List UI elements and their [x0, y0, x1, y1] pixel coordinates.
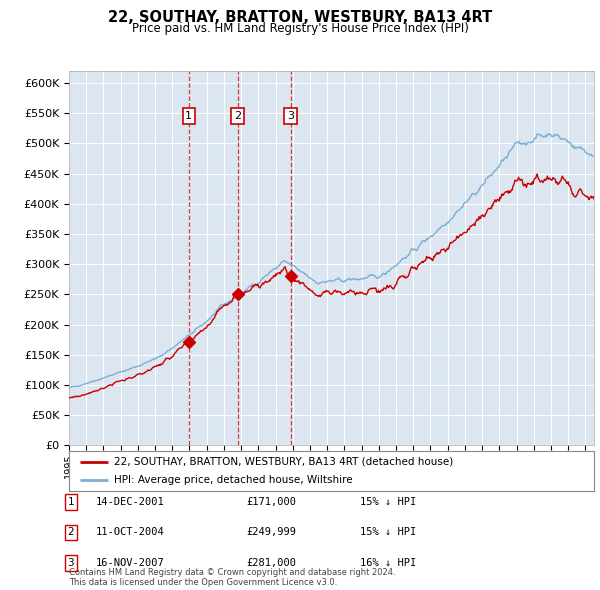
Text: 16-NOV-2007: 16-NOV-2007: [96, 558, 165, 568]
Text: Contains HM Land Registry data © Crown copyright and database right 2024.
This d: Contains HM Land Registry data © Crown c…: [69, 568, 395, 587]
Text: 3: 3: [67, 558, 74, 568]
Text: 2: 2: [67, 527, 74, 537]
Text: 3: 3: [287, 111, 294, 121]
Text: £249,999: £249,999: [246, 527, 296, 537]
Text: 15% ↓ HPI: 15% ↓ HPI: [360, 497, 416, 507]
Text: 14-DEC-2001: 14-DEC-2001: [96, 497, 165, 507]
Text: 16% ↓ HPI: 16% ↓ HPI: [360, 558, 416, 568]
Text: 22, SOUTHAY, BRATTON, WESTBURY, BA13 4RT: 22, SOUTHAY, BRATTON, WESTBURY, BA13 4RT: [108, 10, 492, 25]
Text: HPI: Average price, detached house, Wiltshire: HPI: Average price, detached house, Wilt…: [113, 476, 352, 486]
Text: 22, SOUTHAY, BRATTON, WESTBURY, BA13 4RT (detached house): 22, SOUTHAY, BRATTON, WESTBURY, BA13 4RT…: [113, 457, 453, 467]
Text: £281,000: £281,000: [246, 558, 296, 568]
Text: 15% ↓ HPI: 15% ↓ HPI: [360, 527, 416, 537]
Text: Price paid vs. HM Land Registry's House Price Index (HPI): Price paid vs. HM Land Registry's House …: [131, 22, 469, 35]
Text: 2: 2: [234, 111, 241, 121]
Text: 1: 1: [67, 497, 74, 507]
Text: 11-OCT-2004: 11-OCT-2004: [96, 527, 165, 537]
Text: £171,000: £171,000: [246, 497, 296, 507]
Text: 1: 1: [185, 111, 193, 121]
